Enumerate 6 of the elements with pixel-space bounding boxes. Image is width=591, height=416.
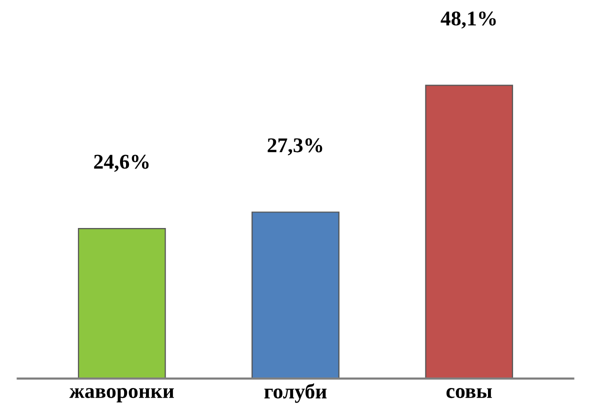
x-tick-label: жаворонки [69,388,174,402]
data-label: 24,6% [94,154,149,172]
x-tick-label: совы [446,388,492,398]
x-tick-label: голуби [264,383,327,403]
data-label: 48,1% [440,11,496,29]
data-label: 27,3% [268,138,322,156]
